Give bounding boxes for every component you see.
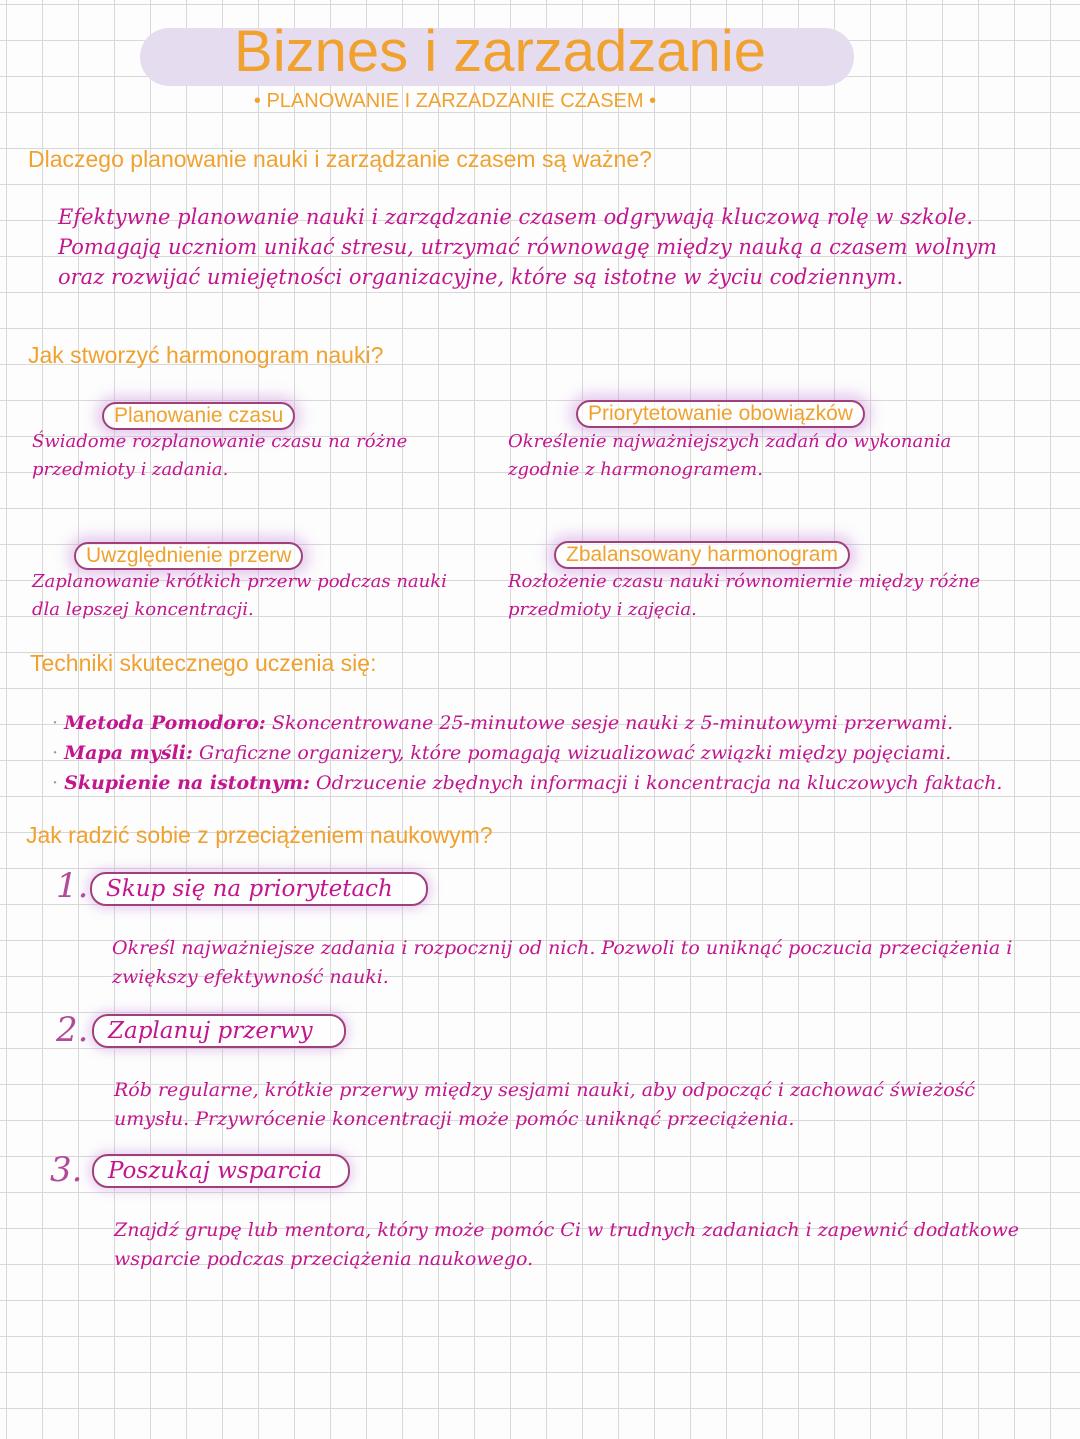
card-text: Zaplanowanie krótkich przerw podczas nau…	[32, 571, 447, 620]
technique-text: Skoncentrowane 25-minutowe sesje nauki z…	[271, 712, 954, 734]
title-highlight	[140, 28, 854, 86]
subtitle-text: PLANOWANIE I ZARZADZANIE CZASEM	[266, 90, 644, 112]
step-number: 3.	[50, 1150, 83, 1190]
paragraph: Efektywne planowanie nauki i zarządzanie…	[58, 205, 997, 289]
step-number: 1.	[56, 866, 89, 906]
card-text: Świadome rozplanowanie czasu na różne pr…	[32, 431, 408, 480]
technique-list: · Metoda Pomodoro: Skoncentrowane 25-min…	[52, 708, 1062, 798]
card-title: Planowanie czasu	[102, 402, 296, 430]
technique-term: Skupienie na istotnym:	[64, 772, 310, 794]
step-text: Określ najważniejsze zadania i rozpoczni…	[112, 937, 1013, 988]
technique: · Metoda Pomodoro: Skoncentrowane 25-min…	[52, 712, 954, 734]
heading: Jak stworzyć harmonogram nauki?	[28, 342, 384, 368]
heading: Techniki skutecznego uczenia się:	[30, 650, 377, 676]
step-text: Rób regularne, krótkie przerwy między se…	[114, 1079, 976, 1130]
card-title: Zbalansowany harmonogram	[554, 541, 850, 569]
title: Biznes i zarzadzanie	[234, 19, 766, 84]
card-text: Określenie najważniejszych zadań do wyko…	[508, 431, 952, 480]
step-title: Skup się na priorytetach	[90, 872, 428, 906]
technique-term: Mapa myśli:	[64, 742, 193, 764]
step-text: Znajdź grupę lub mentora, który może pom…	[114, 1219, 1019, 1270]
card-title: Priorytetowanie obowiązków	[576, 400, 865, 428]
step-number: 2.	[56, 1010, 89, 1050]
heading: Jak radzić sobie z przeciążeniem naukowy…	[26, 822, 493, 848]
technique: · Skupienie na istotnym: Odrzucenie zbęd…	[52, 772, 1003, 794]
step-title: Zaplanuj przerwy	[92, 1014, 346, 1048]
card-text: Rozłożenie czasu nauki równomiernie międ…	[508, 571, 981, 620]
technique-text: Odrzucenie zbędnych informacji i koncent…	[316, 772, 1003, 794]
step-title: Poszukaj wsparcia	[92, 1154, 350, 1188]
technique-text: Graficzne organizery, które pomagają wiz…	[198, 742, 952, 764]
subtitle: • PLANOWANIE I ZARZADZANIE CZASEM •	[253, 90, 657, 112]
card-title: Uwzględnienie przerw	[74, 542, 304, 570]
heading: Dlaczego planowanie nauki i zarządzanie …	[28, 146, 652, 172]
technique-term: Metoda Pomodoro:	[64, 712, 266, 734]
technique: · Mapa myśli: Graficzne organizery, któr…	[52, 742, 952, 764]
